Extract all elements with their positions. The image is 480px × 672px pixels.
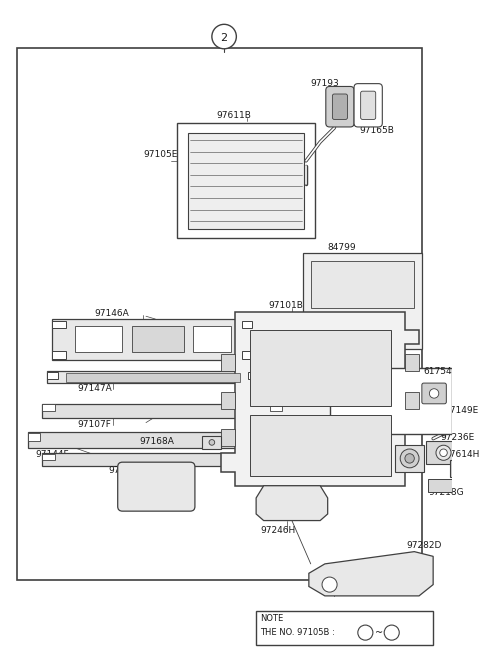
Circle shape	[322, 577, 337, 592]
Bar	[454, 464, 463, 474]
Bar	[429, 479, 466, 493]
FancyBboxPatch shape	[422, 383, 446, 404]
FancyBboxPatch shape	[326, 87, 354, 127]
Polygon shape	[47, 371, 259, 383]
Bar	[426, 442, 461, 464]
Bar	[17, 48, 422, 580]
Circle shape	[436, 446, 451, 460]
Text: 97115E: 97115E	[358, 462, 392, 470]
Text: 61754: 61754	[424, 368, 452, 376]
Polygon shape	[248, 372, 259, 379]
Circle shape	[209, 439, 215, 446]
Text: 97147A: 97147A	[77, 384, 112, 393]
Text: 97168A: 97168A	[139, 437, 174, 446]
Text: 2: 2	[389, 628, 394, 637]
Text: 97236L: 97236L	[350, 370, 384, 379]
Text: 97146A: 97146A	[94, 309, 129, 318]
Polygon shape	[203, 436, 221, 449]
Text: 97149B: 97149B	[345, 386, 379, 395]
Polygon shape	[42, 404, 283, 418]
Circle shape	[384, 625, 399, 640]
Text: NOTE: NOTE	[260, 614, 283, 623]
Text: 97144F: 97144F	[36, 450, 70, 459]
Bar	[405, 392, 419, 409]
Text: 97104C: 97104C	[139, 488, 174, 497]
Text: 97144E: 97144E	[108, 466, 143, 475]
Bar	[221, 429, 235, 446]
Text: 97236E: 97236E	[441, 433, 475, 442]
Bar	[465, 464, 475, 474]
Circle shape	[400, 449, 419, 468]
Bar	[132, 326, 184, 352]
Polygon shape	[52, 351, 66, 359]
Circle shape	[405, 454, 414, 463]
Polygon shape	[42, 454, 55, 460]
Text: ~: ~	[375, 628, 383, 638]
Polygon shape	[28, 433, 40, 441]
Text: 97165B: 97165B	[360, 126, 395, 135]
Bar	[450, 460, 477, 477]
Polygon shape	[242, 321, 252, 329]
Text: 97105E: 97105E	[143, 150, 178, 159]
Polygon shape	[177, 123, 315, 238]
Polygon shape	[270, 404, 283, 411]
Polygon shape	[242, 351, 252, 359]
Polygon shape	[303, 253, 422, 349]
Bar	[256, 611, 433, 645]
Text: 97101B: 97101B	[268, 301, 303, 310]
Polygon shape	[256, 433, 268, 441]
Polygon shape	[256, 486, 328, 521]
Circle shape	[358, 625, 373, 640]
Text: 97611B: 97611B	[216, 111, 252, 120]
Text: 97107F: 97107F	[77, 420, 111, 429]
Bar	[66, 373, 240, 382]
Bar	[221, 392, 235, 409]
Text: 97193: 97193	[311, 79, 339, 88]
Polygon shape	[270, 454, 283, 460]
Text: 2: 2	[220, 32, 228, 42]
Bar	[250, 331, 391, 406]
FancyBboxPatch shape	[332, 94, 348, 120]
FancyBboxPatch shape	[354, 83, 382, 127]
Polygon shape	[42, 453, 283, 466]
Bar	[330, 368, 452, 434]
Text: 1: 1	[363, 628, 368, 637]
Circle shape	[440, 449, 447, 456]
Polygon shape	[309, 552, 433, 596]
Polygon shape	[28, 432, 268, 448]
Circle shape	[212, 24, 236, 49]
Polygon shape	[47, 372, 59, 379]
Bar	[193, 326, 231, 352]
Bar	[396, 446, 424, 472]
Text: 97282D: 97282D	[407, 540, 442, 550]
Bar	[250, 415, 391, 476]
Bar	[405, 354, 419, 371]
Text: 97246H: 97246H	[260, 526, 295, 536]
Text: THE NO. 97105B :: THE NO. 97105B :	[260, 628, 335, 637]
Polygon shape	[42, 404, 55, 411]
Polygon shape	[221, 312, 419, 486]
FancyBboxPatch shape	[360, 91, 376, 120]
Polygon shape	[52, 319, 245, 360]
Text: 97614H: 97614H	[444, 450, 480, 459]
Polygon shape	[188, 132, 304, 228]
Text: 97149E: 97149E	[444, 406, 479, 415]
Bar	[311, 261, 414, 308]
Circle shape	[430, 388, 439, 398]
Bar	[75, 326, 122, 352]
Polygon shape	[52, 321, 66, 329]
FancyBboxPatch shape	[118, 462, 195, 511]
Bar	[221, 354, 235, 371]
Text: 84799: 84799	[328, 243, 356, 252]
Text: 97218G: 97218G	[429, 488, 464, 497]
